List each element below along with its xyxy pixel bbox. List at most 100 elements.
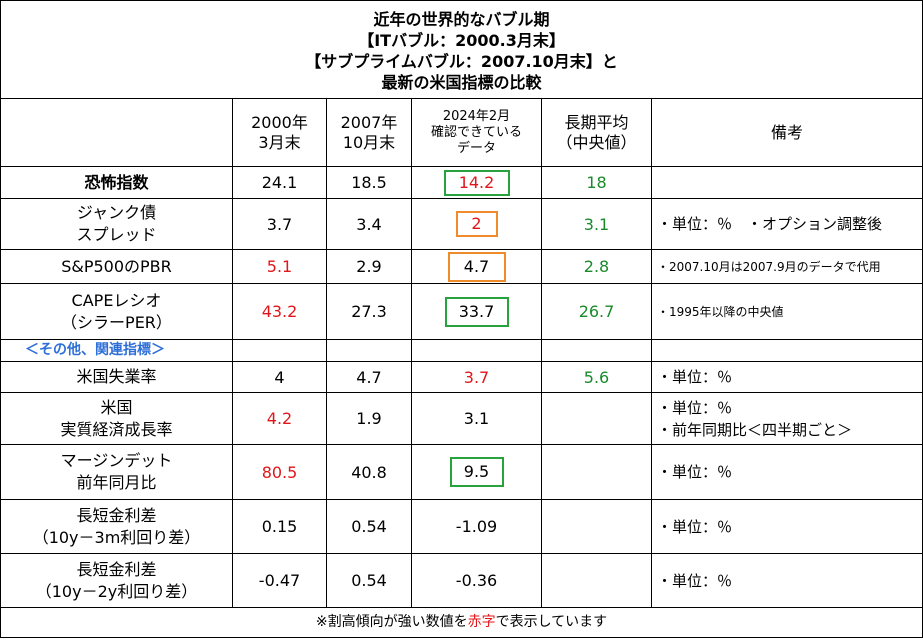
cell-spread-3m-2024: -1.09 — [411, 499, 542, 554]
row-label-cape-line2: （シラーPER） — [61, 312, 172, 332]
cell-junk-2024-wrap: 2 — [411, 198, 542, 250]
cell-pbr-2024: 4.7 — [447, 251, 506, 282]
header-2000-line1: 2000年 — [251, 112, 308, 132]
header-blank — [0, 98, 233, 167]
section-blank-5 — [650, 339, 923, 362]
note-pbr: ・2007.10月は2007.9月のデータで代用 — [650, 249, 923, 284]
note-cape: ・1995年以降の中央値 — [650, 283, 923, 340]
cell-vix-2007: 18.5 — [326, 166, 412, 199]
cell-cape-2024: 33.7 — [444, 296, 509, 327]
table-row: ジャンク債 スプレッド 3.7 3.4 2 3.1 ・単位：％ ・オプション調整… — [0, 198, 923, 250]
table-title: 近年の世界的なバブル期 【ITバブル：2000.3月末】 【サブプライムバブル：… — [0, 0, 923, 99]
note-gdp-line2: ・前年同期比＜四半期ごと＞ — [657, 420, 853, 439]
cell-margin-2024-wrap: 9.5 — [411, 444, 542, 500]
cell-spread-3m-2007: 0.54 — [326, 499, 412, 554]
cell-spread-2y-2007: 0.54 — [326, 553, 412, 608]
section-blank-4 — [541, 339, 652, 362]
header-2000-line2: 3月末 — [258, 132, 301, 152]
row-label-vix: 恐怖指数 — [0, 166, 233, 199]
title-line-1: 近年の世界的なバブル期 — [373, 9, 550, 29]
cell-spread-2y-2024: -0.36 — [411, 553, 542, 608]
note-vix — [650, 166, 923, 199]
cell-vix-2024-wrap: 14.2 — [411, 166, 542, 199]
cell-cape-2024-wrap: 33.7 — [411, 283, 542, 340]
header-row: 2000年 3月末 2007年 10月末 2024年2月 確認できている データ… — [0, 98, 923, 167]
row-label-junk-line1: ジャンク債 — [76, 203, 157, 222]
header-longterm: 長期平均 （中央値） — [541, 98, 652, 167]
note-spread-2y: ・単位：％ — [650, 553, 923, 608]
cell-cape-2000: 43.2 — [232, 283, 327, 340]
cell-junk-2024: 2 — [455, 211, 498, 237]
cell-spread-3m-2000: 0.15 — [232, 499, 327, 554]
footer-text-before: ※割高傾向が強い数値を — [315, 614, 468, 630]
cell-vix-2024: 14.2 — [443, 169, 510, 196]
cell-gdp-avg — [541, 392, 652, 445]
cell-spread-2y-2000: -0.47 — [232, 553, 327, 608]
cell-spread-3m-avg — [541, 499, 652, 554]
cell-unemployment-2007: 4.7 — [326, 361, 412, 393]
row-label-spread-3m-line1: 長短金利差 — [76, 505, 157, 525]
footer-note: ※割高傾向が強い数値を赤字で表示しています — [0, 607, 923, 638]
section-blank-1 — [232, 339, 327, 362]
row-label-spread-3m: 長短金利差 （10y－3m利回り差） — [0, 499, 233, 554]
footer-text-after: で表示しています — [495, 614, 608, 630]
row-label-spread-3m-line2: （10y－3m利回り差） — [32, 527, 201, 547]
title-line-2: 【ITバブル：2000.3月末】 — [358, 30, 565, 50]
cell-cape-2007: 27.3 — [326, 283, 412, 340]
table-row: 恐怖指数 24.1 18.5 14.2 18 — [0, 166, 923, 199]
cell-margin-2007: 40.8 — [326, 444, 412, 500]
row-label-spread-2y-line1: 長短金利差 — [76, 559, 157, 579]
cell-junk-2000: 3.7 — [232, 198, 327, 250]
footer-row: ※割高傾向が強い数値を赤字で表示しています — [0, 607, 923, 638]
table-row: 長短金利差 （10y－2y利回り差） -0.47 0.54 -0.36 ・単位：… — [0, 553, 923, 608]
row-label-junk-line2: スプレッド — [76, 225, 157, 244]
title-line-4: 最新の米国指標の比較 — [381, 72, 542, 92]
cell-margin-2000: 80.5 — [232, 444, 327, 500]
note-gdp: ・単位：％ ・前年同期比＜四半期ごと＞ — [650, 392, 923, 445]
row-label-spread-2y: 長短金利差 （10y－2y利回り差） — [0, 553, 233, 608]
cell-vix-avg: 18 — [541, 166, 652, 199]
cell-margin-avg — [541, 444, 652, 500]
cell-pbr-2007: 2.9 — [326, 249, 412, 284]
cell-vix-2000: 24.1 — [232, 166, 327, 199]
cell-pbr-2000: 5.1 — [232, 249, 327, 284]
header-notes: 備考 — [650, 98, 923, 167]
row-label-cape: CAPEレシオ （シラーPER） — [0, 283, 233, 340]
header-2024-line2: 確認できている — [430, 124, 522, 140]
table-row: 長短金利差 （10y－3m利回り差） 0.15 0.54 -1.09 ・単位：％ — [0, 499, 923, 554]
cell-unemployment-avg: 5.6 — [541, 361, 652, 393]
section-blank-3 — [411, 339, 542, 362]
header-2024-line1: 2024年2月 — [442, 108, 511, 124]
header-2007-line2: 10月末 — [342, 132, 396, 152]
table-row: CAPEレシオ （シラーPER） 43.2 27.3 33.7 26.7 ・19… — [0, 283, 923, 340]
table-row: 米国失業率 4 4.7 3.7 5.6 ・単位：％ — [0, 361, 923, 393]
section-row: ＜その他、関連指標＞ — [0, 339, 923, 362]
header-2000: 2000年 3月末 — [232, 98, 327, 167]
note-junk: ・単位：％ ・オプション調整後 — [650, 198, 923, 250]
row-label-margin: マージンデット 前年同月比 — [0, 444, 233, 500]
row-label-margin-line1: マージンデット — [60, 451, 173, 470]
row-label-cape-line1: CAPEレシオ — [71, 290, 162, 310]
cell-gdp-2000: 4.2 — [232, 392, 327, 445]
note-unemployment: ・単位：％ — [650, 361, 923, 393]
header-2007: 2007年 10月末 — [326, 98, 412, 167]
cell-cape-avg: 26.7 — [541, 283, 652, 340]
header-longterm-line2: （中央値） — [556, 132, 637, 152]
cell-gdp-2007: 1.9 — [326, 392, 412, 445]
cell-unemployment-2000: 4 — [232, 361, 327, 393]
cell-spread-2y-avg — [541, 553, 652, 608]
header-2024-line3: データ — [456, 140, 496, 156]
row-label-pbr: S&P500のPBR — [0, 249, 233, 284]
footer-text-red: 赤字 — [467, 614, 496, 630]
row-label-spread-2y-line2: （10y－2y利回り差） — [35, 581, 198, 601]
note-margin: ・単位：％ — [650, 444, 923, 500]
table-row: S&P500のPBR 5.1 2.9 4.7 2.8 ・2007.10月は200… — [0, 249, 923, 284]
row-label-unemployment: 米国失業率 — [0, 361, 233, 393]
row-label-junk: ジャンク債 スプレッド — [0, 198, 233, 250]
cell-unemployment-2024: 3.7 — [411, 361, 542, 393]
cell-pbr-2024-wrap: 4.7 — [411, 249, 542, 284]
row-label-gdp: 米国 実質経済成長率 — [0, 392, 233, 445]
cell-pbr-avg: 2.8 — [541, 249, 652, 284]
